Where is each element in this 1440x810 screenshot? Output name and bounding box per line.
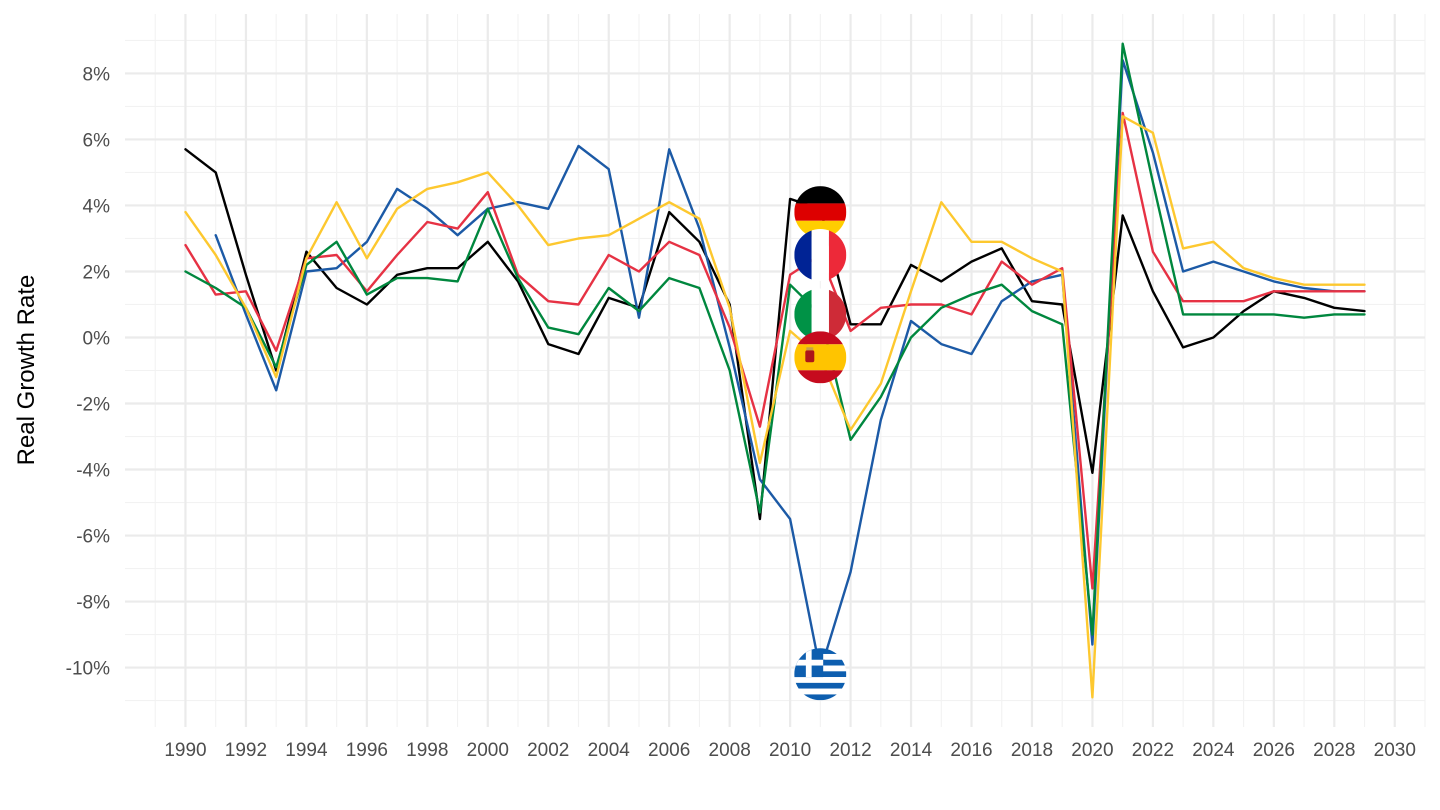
x-tick-label: 2022 [1132, 740, 1174, 761]
x-tick-label: 1992 [225, 740, 267, 761]
flag-markers [794, 186, 847, 701]
x-tick-label: 2028 [1313, 740, 1355, 761]
y-tick-label: -2% [76, 395, 110, 416]
spain-flag-icon [794, 331, 847, 384]
series-line-italy [184, 42, 1366, 636]
x-tick-label: 2002 [527, 740, 569, 761]
x-tick-label: 2012 [829, 740, 871, 761]
series-lines [184, 42, 1366, 699]
x-tick-label: 1998 [406, 740, 448, 761]
y-tick-label: -8% [76, 593, 110, 614]
grid [125, 14, 1426, 727]
y-tick-label: 2% [83, 262, 111, 283]
y-tick-label: 8% [83, 64, 111, 85]
x-tick-label: 2016 [950, 740, 992, 761]
x-tick-label: 1990 [164, 740, 206, 761]
italy-flag-icon [794, 288, 847, 341]
x-tick-label: 2026 [1253, 740, 1295, 761]
x-tick-label: 1996 [346, 740, 388, 761]
series-line-greece [214, 59, 1366, 673]
x-tick-label: 2014 [890, 740, 933, 761]
x-tick-label: 2024 [1192, 740, 1235, 761]
x-tick-label: 2010 [769, 740, 811, 761]
y-tick-label: 6% [83, 130, 111, 151]
x-tick-label: 2004 [588, 740, 631, 761]
y-tick-label: 0% [83, 328, 111, 349]
y-axis-title: Real Growth Rate [13, 275, 40, 466]
series-line-france [184, 111, 1366, 590]
y-tick-label: -4% [76, 461, 110, 482]
x-tick-label: 2030 [1374, 740, 1416, 761]
france-flag-icon [794, 229, 847, 281]
y-tick-label: -6% [76, 527, 110, 548]
x-tick-label: 1994 [285, 740, 328, 761]
greece-flag-icon [794, 648, 847, 701]
x-tick-label: 2020 [1071, 740, 1113, 761]
axis-ticks: 1990 1992 1994 1996 1998 2000 2002 2004 2006 2008… [66, 64, 1416, 761]
y-tick-label: -10% [66, 659, 110, 680]
x-tick-label: 2006 [648, 740, 690, 761]
y-tick-label: 4% [83, 196, 111, 217]
series-line-spain [184, 115, 1366, 699]
x-tick-label: 2008 [709, 740, 751, 761]
x-tick-label: 2018 [1011, 740, 1053, 761]
x-tick-label: 2000 [467, 740, 509, 761]
series-line-germany [184, 148, 1366, 521]
